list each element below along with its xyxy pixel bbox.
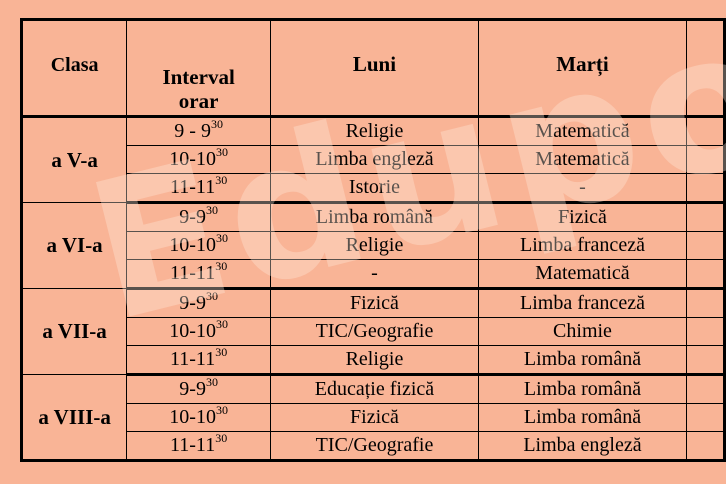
subject-luni: Religie: [270, 116, 479, 146]
interval-cell: 11-1130: [126, 259, 272, 290]
subject-luni: TIC/Geografie: [270, 431, 479, 461]
interval-cell: 9-930: [126, 374, 272, 404]
schedule-table: Clasa Interval orar Luni Marți a V-a 9 - …: [20, 18, 726, 462]
interval-cell: 10-1030: [126, 317, 272, 346]
table-row: 11-1130 TIC/Geografie Limba engleză: [22, 431, 725, 461]
interval-minutes: 30: [215, 345, 228, 359]
interval-minutes: 30: [215, 403, 228, 417]
interval-start: 9-9: [179, 206, 206, 228]
table-row: 11-1130 Religie Limba română: [22, 345, 725, 376]
interval-start: 11-11: [170, 348, 216, 370]
table-row: 10-1030 Fizică Limba română: [22, 403, 725, 432]
interval-start: 10-10: [169, 234, 216, 256]
interval-minutes: 30: [215, 431, 228, 445]
table-row: a VI-a 9-930 Limba română Fizică: [20, 202, 725, 289]
subject-next-day: [686, 231, 725, 260]
interval-start: 10-10: [169, 148, 216, 170]
interval-minutes: 30: [205, 289, 218, 303]
subject-luni: -: [270, 259, 479, 290]
subject-marti: Limba română: [477, 403, 688, 432]
interval-cell: 11-1130: [126, 345, 272, 376]
header-interval: Interval orar: [126, 19, 272, 118]
subject-luni: Religie: [270, 345, 479, 376]
header-next-day: [686, 19, 725, 118]
interval-start: 9-9: [179, 292, 206, 314]
subject-next-day: [686, 173, 725, 204]
subject-marti: -: [477, 173, 688, 204]
interval-cell: 10-1030: [126, 145, 272, 174]
interval-start: 11-11: [170, 262, 216, 284]
interval-cell: 9-930: [126, 202, 272, 232]
interval-cell: 10-1030: [126, 231, 272, 260]
subject-luni: Fizică: [270, 403, 479, 432]
class-label: a VI-a: [20, 202, 128, 289]
header-luni: Luni: [270, 19, 479, 118]
subject-luni: Fizică: [270, 288, 479, 318]
header-clasa: Clasa: [20, 19, 128, 118]
interval-start: 10-10: [169, 406, 216, 428]
interval-cell: 11-1130: [126, 173, 272, 204]
subject-next-day: [686, 288, 725, 318]
table-row: 10-1030 TIC/Geografie Chimie: [22, 317, 725, 346]
subject-next-day: [686, 431, 725, 461]
class-label: a V-a: [20, 116, 128, 203]
class-label: a VIII-a: [20, 374, 128, 461]
table-row: 10-1030 Limba engleză Matematică: [22, 145, 725, 174]
interval-minutes: 30: [215, 259, 228, 273]
subject-luni: TIC/Geografie: [270, 317, 479, 346]
subject-next-day: [686, 116, 725, 146]
interval-minutes: 30: [215, 231, 228, 245]
interval-start: 9 - 9: [174, 120, 211, 142]
interval-start: 11-11: [170, 176, 216, 198]
subject-marti: Limba română: [477, 345, 688, 376]
interval-start: 10-10: [169, 320, 216, 342]
interval-minutes: 30: [205, 375, 218, 389]
subject-luni: Religie: [270, 231, 479, 260]
interval-cell: 9-930: [126, 288, 272, 318]
subject-next-day: [686, 202, 725, 232]
subject-marti: Matematică: [477, 259, 688, 290]
subject-next-day: [686, 317, 725, 346]
table-row: a VII-a 9-930 Fizică Limba franceză: [20, 288, 725, 375]
interval-minutes: 30: [210, 117, 223, 131]
table-row: 10-1030 Religie Limba franceză: [22, 231, 725, 260]
subject-luni: Limba engleză: [270, 145, 479, 174]
interval-minutes: 30: [215, 317, 228, 331]
table-row: a VIII-a 9-930 Educație fizică Limba română: [20, 374, 725, 461]
table-row: 11-1130- Matematică: [22, 259, 725, 290]
subject-marti: Limba franceză: [477, 288, 688, 318]
header-row: Clasa Interval orar Luni Marți: [20, 19, 725, 118]
subject-next-day: [686, 374, 725, 404]
interval-cell: 10-1030: [126, 403, 272, 432]
subject-next-day: [686, 259, 725, 290]
header-marti: Marți: [477, 19, 688, 118]
subject-next-day: [686, 145, 725, 174]
interval-minutes: 30: [205, 203, 218, 217]
subject-next-day: [686, 403, 725, 432]
class-label: a VII-a: [20, 288, 128, 375]
subject-marti: Limba franceză: [477, 231, 688, 260]
subject-marti: Limba engleză: [477, 431, 688, 461]
subject-luni: Educație fizică: [270, 374, 479, 404]
interval-cell: 11-1130: [126, 431, 272, 461]
interval-start: 9-9: [179, 378, 206, 400]
table-row: 11-1130 Istorie -: [22, 173, 725, 204]
interval-cell: 9 - 930: [126, 116, 272, 146]
interval-minutes: 30: [215, 145, 228, 159]
subject-marti: Fizică: [477, 202, 688, 232]
subject-luni: Limba română: [270, 202, 479, 232]
header-interval-line1: Interval: [162, 65, 235, 89]
interval-minutes: 30: [215, 173, 228, 187]
interval-start: 11-11: [170, 434, 216, 456]
header-interval-line2: orar: [178, 89, 219, 113]
subject-luni: Istorie: [270, 173, 479, 204]
table-row: a V-a 9 - 930 Religie Matematică: [20, 116, 725, 203]
subject-marti: Chimie: [477, 317, 688, 346]
subject-marti: Matematică: [477, 145, 688, 174]
subject-next-day: [686, 345, 725, 376]
subject-marti: Limba română: [477, 374, 688, 404]
subject-marti: Matematică: [477, 116, 688, 146]
